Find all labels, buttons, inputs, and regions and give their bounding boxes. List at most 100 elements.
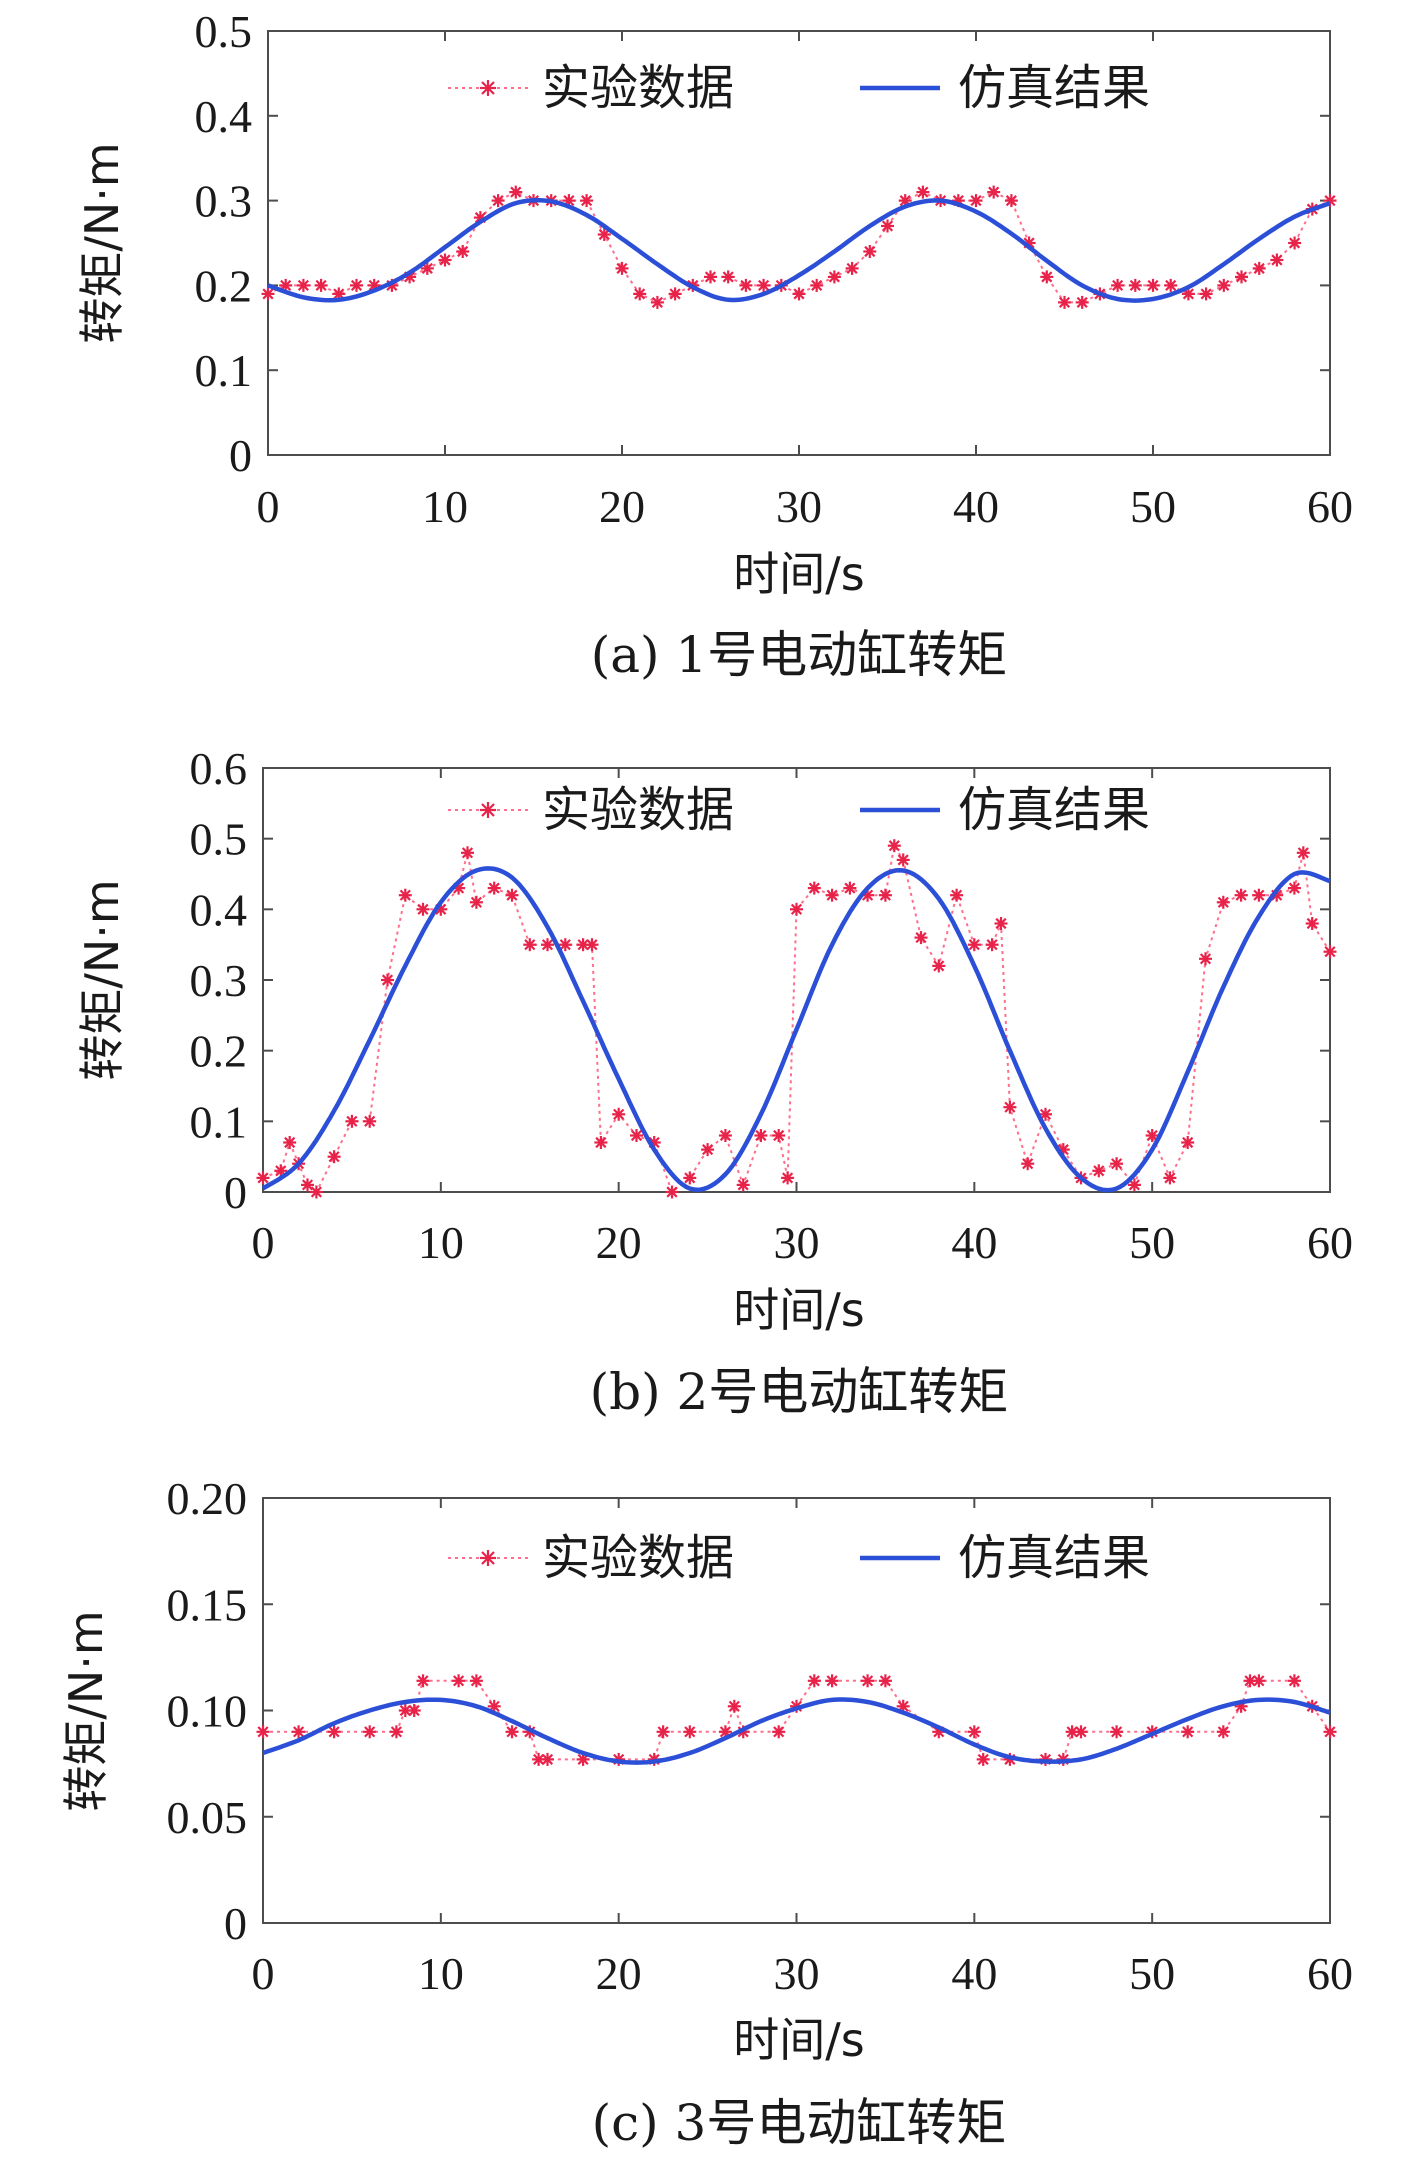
experimental-point-a [350, 278, 363, 292]
xtick-label-c: 60 [1307, 1948, 1353, 1999]
experimental-point-a [650, 295, 664, 309]
experimental-point-a [1164, 278, 1178, 292]
experimental-point-b [1127, 1178, 1141, 1192]
experimental-point-a [704, 270, 717, 284]
experimental-point-a [509, 185, 523, 199]
ytick-labels-c: 0 0.05 0.10 0.15 0.20 [167, 1473, 248, 1949]
xlabel-c: 时间/s [733, 2013, 864, 2067]
experimental-point-b [825, 888, 839, 902]
ytick-label-b: 0 [224, 1167, 247, 1218]
experimental-point-c [541, 1752, 554, 1766]
experimental-point-c [727, 1699, 741, 1713]
ticks-b [262, 767, 1331, 1193]
experimental-point-b [327, 1150, 341, 1164]
experimental-point-b [994, 917, 1008, 930]
legend-exp-marker-b [480, 802, 496, 818]
experimental-point-a [845, 261, 859, 275]
experimental-point-b [630, 1129, 643, 1142]
experimental-point-a [969, 194, 983, 208]
experimental-point-a [1146, 278, 1160, 292]
experimental-point-c [807, 1674, 821, 1688]
experimental-point-c [1216, 1725, 1230, 1739]
legend-exp-label-a: 实验数据 [542, 60, 734, 116]
experimental-point-b [558, 938, 572, 952]
experimental-point-a [456, 245, 470, 258]
simulation-line-a [267, 197, 1331, 303]
experimental-point-b [1021, 1157, 1035, 1171]
ytick-label-b: 0.6 [190, 743, 248, 794]
experimental-point-c [407, 1704, 421, 1717]
experimental-point-a [580, 194, 594, 208]
legend-sim-label-c: 仿真结果 [958, 1530, 1150, 1586]
xtick-label-a: 0 [257, 481, 280, 532]
experimental-point-a [1111, 278, 1125, 292]
experimental-point-a [1199, 287, 1213, 301]
xtick-label-c: 10 [418, 1948, 464, 1999]
experimental-point-c [389, 1725, 403, 1739]
experimental-point-c [398, 1704, 412, 1717]
simulation-line-c [262, 1697, 1331, 1765]
experimental-point-c [683, 1725, 697, 1739]
experimental-point-b [594, 1136, 608, 1149]
experimental-series-b [256, 839, 1337, 1199]
legend-sim-label-a: 仿真结果 [958, 60, 1150, 116]
experimental-point-a [863, 245, 877, 258]
experimental-line-b [262, 842, 1331, 1194]
experimental-point-b [381, 973, 394, 987]
experimental-point-b [487, 881, 501, 895]
experimental-point-b [416, 902, 430, 916]
experimental-point-b [461, 846, 474, 860]
ytick-labels-a: 0 0.1 0.2 0.3 0.4 0.5 [195, 6, 253, 481]
xlabel-a: 时间/s [733, 547, 864, 601]
experimental-point-b [1181, 1136, 1195, 1149]
legend-c: 实验数据 仿真结果 [448, 1530, 1150, 1586]
experimental-point-a [1288, 236, 1302, 250]
experimental-point-c [1074, 1725, 1088, 1739]
xtick-label-c: 30 [774, 1948, 820, 1999]
experimental-point-a [332, 287, 346, 301]
experimental-point-b [1003, 1100, 1017, 1114]
experimental-point-b [283, 1136, 297, 1149]
ylabel-a: 转矩/N·m [75, 142, 129, 343]
xtick-label-a: 20 [599, 481, 645, 532]
ytick-labels-b: 0 0.1 0.2 0.3 0.4 0.5 0.6 [190, 743, 248, 1218]
experimental-point-b [1163, 1171, 1177, 1185]
experimental-point-c [825, 1674, 839, 1688]
experimental-point-c [1252, 1674, 1266, 1688]
experimental-point-c [878, 1674, 892, 1688]
xtick-label-c: 40 [951, 1948, 997, 1999]
ytick-label-a: 0 [229, 430, 252, 481]
ytick-label-b: 0.3 [190, 955, 248, 1006]
experimental-point-b [1234, 888, 1248, 902]
experimental-point-a [261, 287, 275, 301]
experimental-line-c [263, 1679, 1331, 1761]
experimental-point-b [914, 931, 928, 945]
panel-a: 0 0.1 0.2 0.3 0.4 0.5 0 10 20 30 40 50 60 实验数据 仿真结果… [75, 6, 1353, 684]
experimental-point-b [718, 1129, 732, 1142]
experimental-point-c [1110, 1725, 1124, 1739]
panel-c: 0 0.05 0.10 0.15 0.20 0 10 20 30 40 50 60 实验数据 仿真结… [59, 1473, 1353, 2152]
experimental-point-a [1252, 261, 1266, 275]
xtick-label-b: 40 [951, 1217, 997, 1268]
experimental-point-b [505, 888, 519, 902]
experimental-point-b [523, 938, 537, 952]
experimental-point-a [668, 287, 682, 301]
experimental-point-b [967, 938, 981, 952]
experimental-point-b [612, 1107, 626, 1121]
experimental-point-a [987, 185, 1001, 199]
experimental-point-b [754, 1129, 768, 1142]
experimental-point-b [683, 1171, 697, 1185]
experimental-point-b [1296, 846, 1310, 860]
plot-frame-b [262, 767, 1331, 1193]
experimental-point-b [1323, 945, 1337, 959]
experimental-point-c [772, 1725, 786, 1739]
experimental-point-a [827, 270, 841, 284]
experimental-point-a [314, 278, 328, 292]
experimental-point-b [301, 1178, 314, 1192]
ytick-label-b: 0.5 [190, 814, 248, 865]
ytick-label-a: 0.2 [195, 260, 253, 311]
xtick-label-a: 50 [1130, 481, 1176, 532]
experimental-point-a [916, 185, 930, 199]
xtick-label-a: 30 [776, 481, 822, 532]
